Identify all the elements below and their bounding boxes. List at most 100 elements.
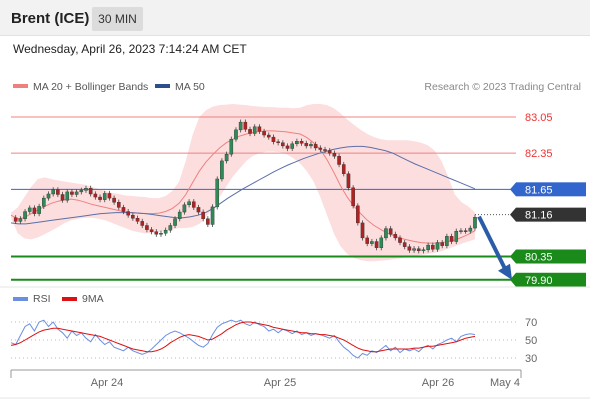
legend-swatch-ma50 xyxy=(155,84,170,88)
candle-body xyxy=(229,138,234,155)
candle-body xyxy=(412,248,416,251)
candle-body xyxy=(224,153,229,162)
candle-body xyxy=(262,131,266,136)
candle-body xyxy=(332,152,337,157)
candle-body xyxy=(473,217,477,229)
candle-body xyxy=(46,193,51,199)
candle-body xyxy=(74,191,79,195)
candle-body xyxy=(407,246,412,251)
legend-label-ma20: MA 20 + Bollinger Bands xyxy=(33,81,148,93)
candle-body xyxy=(173,218,177,226)
candle-body xyxy=(196,207,201,213)
x-tick-label: Apr 25 xyxy=(264,377,296,389)
candle-body xyxy=(459,230,463,232)
candle-body xyxy=(327,150,332,154)
legend-swatch-9ma xyxy=(62,297,77,301)
candle-body xyxy=(431,244,435,250)
candle-body xyxy=(154,231,159,235)
timeframe-button[interactable]: 30 MIN xyxy=(92,7,143,31)
candle-body xyxy=(243,121,248,130)
candle-body xyxy=(435,242,440,250)
level-label-83.05: 83.05 xyxy=(525,112,553,124)
candle-body xyxy=(252,126,257,134)
legend-swatch-rsi xyxy=(13,297,28,301)
candle-body xyxy=(238,121,243,131)
candle-body xyxy=(276,141,280,143)
candle-body xyxy=(388,228,393,235)
candle-body xyxy=(23,211,27,219)
candle-body xyxy=(121,207,126,212)
candle-body xyxy=(351,187,355,207)
level-label-82.35: 82.35 xyxy=(525,148,553,160)
legend-label-9ma: 9MA xyxy=(82,293,104,305)
x-tick-label: Apr 24 xyxy=(91,377,123,389)
candle-body xyxy=(426,244,430,250)
ma20-line xyxy=(10,130,476,244)
rsi-tick-50: 50 xyxy=(525,335,537,347)
last-price-tag-pointer xyxy=(510,207,516,222)
level-tag-81.65 xyxy=(516,182,586,197)
candle-body xyxy=(463,230,468,232)
candle-body xyxy=(379,237,384,248)
candle-body xyxy=(281,142,285,147)
rsi-tick-70: 70 xyxy=(525,317,537,329)
level-label-79.90: 79.90 xyxy=(525,275,553,287)
level-tag-80.35 xyxy=(516,249,586,264)
candle-body xyxy=(32,207,37,214)
candle-body xyxy=(93,193,98,198)
candle-body xyxy=(323,149,327,151)
candle-body xyxy=(37,206,41,214)
candle-body xyxy=(370,241,374,244)
candle-body xyxy=(126,211,130,216)
candle-body xyxy=(421,249,426,252)
candle-body xyxy=(295,141,299,145)
candle-body xyxy=(112,197,116,203)
x-tick-label: May 4 xyxy=(490,377,520,389)
forecast-arrow-head xyxy=(498,263,512,280)
candle-body xyxy=(116,202,121,208)
candle-body xyxy=(149,229,154,232)
level-tag-pointer-79.90 xyxy=(510,272,516,287)
candle-body xyxy=(60,194,65,201)
candle-body xyxy=(145,225,149,230)
candle-body xyxy=(201,211,205,219)
legend-label-ma50: MA 50 xyxy=(175,81,205,93)
candle-body xyxy=(79,190,84,193)
candle-body xyxy=(445,236,449,246)
candle-body xyxy=(107,193,112,199)
candle-body xyxy=(168,225,173,231)
candle-body xyxy=(304,143,309,147)
candle-body xyxy=(248,129,252,134)
candle-body xyxy=(393,234,398,239)
candle-body xyxy=(206,218,210,225)
candle-body xyxy=(365,237,370,244)
candle-body xyxy=(356,205,360,224)
report-datetime: Wednesday, April 26, 2023 7:14:24 AM CET xyxy=(13,42,247,56)
candle-body xyxy=(215,178,220,208)
candle-body xyxy=(56,189,60,195)
candle-body xyxy=(341,164,346,175)
source-label: Research © 2023 Trading Central xyxy=(424,81,581,93)
level-tag-pointer-80.35 xyxy=(510,249,516,264)
candle-body xyxy=(449,236,454,242)
instrument-title: Brent (ICE) xyxy=(11,10,90,27)
candle-body xyxy=(398,237,402,243)
header-bar: Brent (ICE) 30 MIN xyxy=(0,0,590,36)
rsi-tick-30: 30 xyxy=(525,353,537,365)
candle-body xyxy=(187,201,191,206)
candle-body xyxy=(13,217,18,222)
rsi-ma-line xyxy=(10,321,476,353)
candle-body xyxy=(18,218,23,222)
rsi-line xyxy=(10,319,476,359)
candle-body xyxy=(51,189,55,195)
candle-body xyxy=(135,218,140,222)
ma50-line xyxy=(10,145,476,225)
candle-body xyxy=(177,211,182,219)
candle-body xyxy=(27,207,32,212)
candle-body xyxy=(98,196,102,200)
candle-body xyxy=(416,248,421,252)
x-tick-label: Apr 26 xyxy=(422,377,454,389)
candle-body xyxy=(271,136,276,142)
candle-body xyxy=(454,230,459,242)
